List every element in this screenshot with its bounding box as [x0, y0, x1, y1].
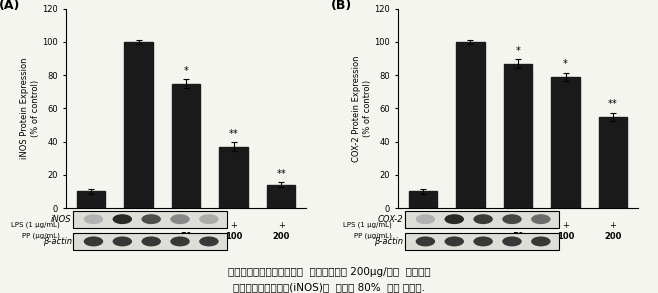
Bar [504, 64, 532, 208]
Text: +: + [230, 221, 237, 230]
Text: (B): (B) [330, 0, 351, 12]
Text: 100: 100 [557, 232, 574, 241]
Bar [456, 42, 485, 208]
Ellipse shape [473, 236, 493, 246]
Ellipse shape [84, 214, 103, 224]
Text: +: + [183, 221, 190, 230]
Ellipse shape [473, 214, 493, 224]
Bar [409, 191, 437, 208]
Text: **: ** [229, 129, 238, 139]
Ellipse shape [502, 236, 522, 246]
Text: -: - [421, 232, 424, 241]
Ellipse shape [113, 236, 132, 246]
Text: 일산화질소합성효소(iNOS)의  발현을 80%  이상 억제함.: 일산화질소합성효소(iNOS)의 발현을 80% 이상 억제함. [233, 282, 425, 292]
Ellipse shape [531, 236, 551, 246]
FancyBboxPatch shape [405, 211, 559, 227]
Text: 100: 100 [225, 232, 242, 241]
Text: (A): (A) [0, 0, 20, 12]
Bar [267, 185, 295, 208]
Bar [599, 117, 627, 208]
Text: **: ** [608, 99, 618, 109]
Text: LPS (1 μg/mL): LPS (1 μg/mL) [343, 221, 392, 228]
Ellipse shape [445, 214, 464, 224]
Ellipse shape [199, 236, 218, 246]
Text: iNOS: iNOS [51, 215, 72, 224]
Text: **: ** [276, 169, 286, 179]
Ellipse shape [141, 214, 161, 224]
Ellipse shape [416, 236, 435, 246]
Ellipse shape [199, 214, 218, 224]
Text: LPS (1 μg/mL): LPS (1 μg/mL) [11, 221, 60, 228]
Y-axis label: COX-2 Protein Expression
(% of control): COX-2 Protein Expression (% of control) [352, 55, 372, 162]
FancyBboxPatch shape [73, 233, 227, 250]
Text: -: - [469, 232, 472, 241]
Ellipse shape [170, 236, 190, 246]
Text: 작은노란대구멍장이버섯의  인공배양액은 200μg/㎡의  농도에서: 작은노란대구멍장이버섯의 인공배양액은 200μg/㎡의 농도에서 [228, 268, 430, 277]
Text: 200: 200 [272, 232, 290, 241]
Text: -: - [421, 221, 424, 230]
Ellipse shape [416, 214, 435, 224]
Ellipse shape [502, 214, 522, 224]
Text: +: + [135, 221, 142, 230]
Text: β-actin: β-actin [374, 237, 403, 246]
Text: PP (μg/mL): PP (μg/mL) [354, 232, 392, 239]
Text: PP (μg/mL): PP (μg/mL) [22, 232, 60, 239]
Ellipse shape [170, 214, 190, 224]
Text: -: - [89, 232, 93, 241]
Bar [551, 77, 580, 208]
Ellipse shape [113, 214, 132, 224]
Ellipse shape [141, 236, 161, 246]
Text: *: * [516, 46, 520, 56]
Text: COX-2: COX-2 [378, 215, 403, 224]
Text: +: + [562, 221, 569, 230]
FancyBboxPatch shape [405, 233, 559, 250]
Bar [77, 191, 105, 208]
Text: 200: 200 [605, 232, 622, 241]
Text: +: + [609, 221, 617, 230]
Ellipse shape [84, 236, 103, 246]
FancyBboxPatch shape [73, 211, 227, 227]
Text: 50: 50 [180, 232, 192, 241]
Text: *: * [563, 59, 568, 69]
Bar [124, 42, 153, 208]
Bar [219, 146, 248, 208]
Text: +: + [515, 221, 521, 230]
Text: *: * [184, 66, 188, 76]
Text: -: - [137, 232, 140, 241]
Bar [172, 84, 200, 208]
Y-axis label: iNOS Protein Expression
(% of control): iNOS Protein Expression (% of control) [20, 58, 39, 159]
Ellipse shape [445, 236, 464, 246]
Text: -: - [89, 221, 93, 230]
Ellipse shape [531, 214, 551, 224]
Text: 50: 50 [512, 232, 524, 241]
Text: +: + [467, 221, 474, 230]
Text: β-actin: β-actin [43, 237, 72, 246]
Text: +: + [278, 221, 284, 230]
